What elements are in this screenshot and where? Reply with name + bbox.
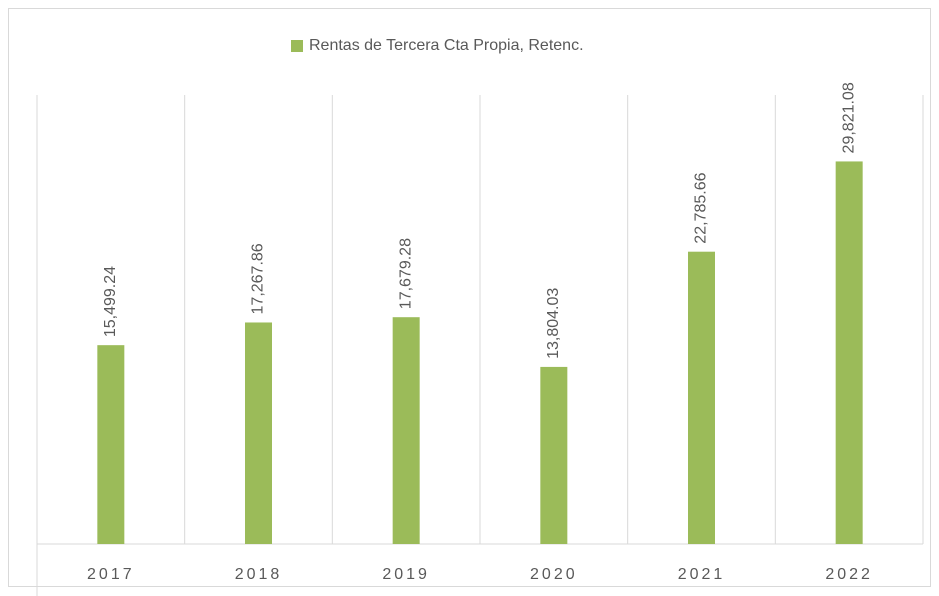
data-label: 13,804.03 — [545, 288, 562, 359]
bar — [245, 322, 272, 544]
x-tick-label: 2022 — [825, 566, 873, 583]
data-label: 15,499.24 — [102, 266, 119, 337]
bar — [835, 161, 863, 544]
data-label: 17,267.86 — [250, 243, 267, 314]
bar — [392, 317, 420, 544]
x-tick-label: 2019 — [382, 566, 430, 583]
x-tick-label: 2020 — [530, 566, 578, 583]
x-tick-label: 2021 — [678, 566, 726, 583]
bar — [97, 345, 125, 544]
bar — [540, 366, 568, 544]
x-tick-label: 2017 — [87, 566, 135, 583]
legend-label: Rentas de Tercera Cta Propia, Retenc. — [309, 37, 584, 54]
legend-swatch — [291, 40, 303, 52]
data-label: 22,785.66 — [693, 172, 710, 243]
data-label: 29,821.08 — [840, 82, 857, 153]
bar — [688, 251, 715, 544]
chart-border — [8, 8, 931, 587]
x-tick-label: 2018 — [235, 566, 283, 583]
data-label: 17,679.28 — [397, 238, 414, 309]
